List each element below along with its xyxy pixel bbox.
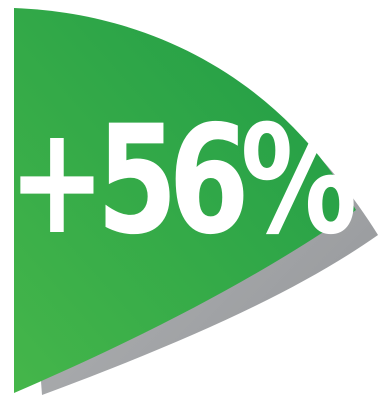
green-wedge (14, 8, 356, 393)
percentage-value: +56% (8, 94, 354, 268)
